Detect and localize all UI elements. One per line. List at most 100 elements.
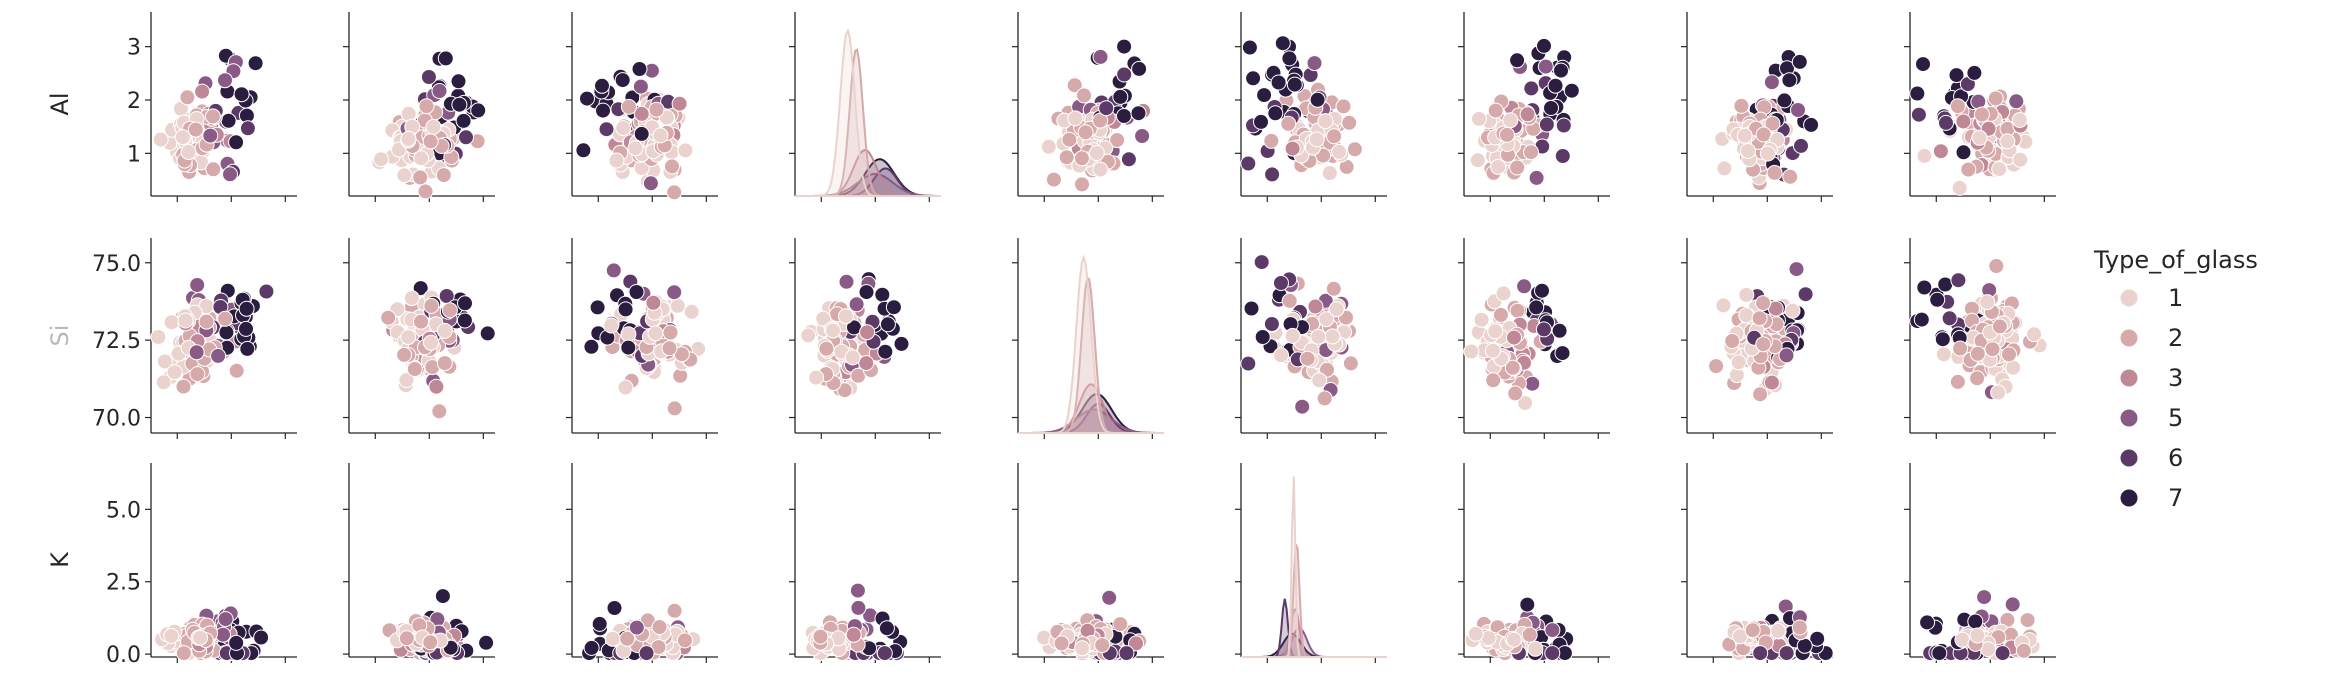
- data-point: [1286, 76, 1303, 93]
- data-point: [457, 295, 473, 312]
- data-point: [1733, 97, 1750, 114]
- data-point: [1326, 128, 1343, 145]
- data-point: [1988, 258, 2005, 274]
- row-label-Si: Si: [46, 325, 74, 347]
- data-point: [1524, 375, 1541, 392]
- data-point: [188, 344, 205, 361]
- data-point: [1938, 114, 1954, 131]
- data-point: [2015, 642, 2032, 659]
- data-point: [2004, 596, 2021, 613]
- data-point: [662, 324, 679, 341]
- data-point: [628, 284, 645, 300]
- data-point: [677, 142, 694, 159]
- data-point: [451, 96, 468, 113]
- data-point: [1979, 294, 1996, 311]
- data-point: [2026, 326, 2043, 343]
- data-point: [1763, 374, 1780, 391]
- data-point: [1317, 113, 1334, 130]
- data-point: [1954, 631, 1971, 648]
- data-point: [1116, 66, 1133, 83]
- legend-label-5: 5: [2168, 404, 2183, 432]
- density-curve-class-1: [1018, 254, 1164, 434]
- data-point: [2005, 359, 2022, 376]
- data-point: [1073, 150, 1090, 167]
- data-point: [1987, 90, 2004, 107]
- data-point: [202, 127, 219, 144]
- data-point: [187, 121, 204, 138]
- panel-K-3: [566, 463, 718, 663]
- legend-marker-2: [2119, 328, 2139, 348]
- y-tick-label: 3: [127, 36, 141, 61]
- data-point: [1976, 589, 1993, 606]
- data-point: [633, 105, 650, 122]
- data-point: [428, 378, 445, 395]
- data-point: [615, 120, 632, 137]
- data-point: [403, 290, 420, 307]
- data-point: [1554, 148, 1571, 164]
- panel-Si-3: [566, 238, 718, 439]
- data-point: [1764, 115, 1781, 132]
- data-point: [652, 127, 669, 144]
- data-point: [1547, 77, 1564, 94]
- data-point: [671, 95, 688, 112]
- data-point: [648, 101, 665, 118]
- data-point: [1045, 171, 1062, 188]
- data-point: [1321, 165, 1338, 181]
- data-point: [1088, 145, 1105, 161]
- panel-Si-7: [1458, 238, 1610, 439]
- panel-Si-4: [789, 238, 941, 439]
- data-point: [380, 309, 397, 326]
- y-tick-label: 70.0: [92, 407, 141, 432]
- data-point: [1929, 291, 1946, 308]
- data-point: [2008, 93, 2025, 110]
- data-point: [1118, 645, 1135, 662]
- data-point: [638, 645, 655, 662]
- data-point: [1782, 168, 1799, 185]
- data-point: [605, 262, 622, 279]
- data-point: [406, 361, 423, 377]
- data-point: [1966, 64, 1983, 81]
- data-point: [1941, 310, 1958, 327]
- data-point: [1934, 331, 1951, 348]
- data-point: [1755, 126, 1772, 143]
- data-point: [1755, 295, 1772, 312]
- data-point: [1969, 370, 1986, 387]
- panel-Al-7: [1458, 12, 1610, 202]
- data-point: [418, 98, 435, 115]
- data-point: [1796, 637, 1813, 654]
- data-point: [1306, 55, 1323, 72]
- y-tick-label: 0.0: [106, 643, 141, 668]
- data-point: [412, 280, 429, 297]
- data-point: [1949, 98, 1966, 115]
- data-point: [436, 322, 453, 339]
- data-point: [1791, 53, 1808, 70]
- data-point: [441, 302, 458, 319]
- legend-label-1: 1: [2168, 284, 2183, 312]
- data-point: [396, 346, 413, 363]
- data-point: [1534, 282, 1550, 299]
- data-point: [1490, 158, 1507, 175]
- data-point: [1318, 311, 1335, 328]
- data-point: [664, 158, 680, 175]
- data-point: [258, 283, 275, 300]
- data-point: [1485, 372, 1502, 389]
- data-point: [1536, 37, 1552, 54]
- data-point: [683, 303, 700, 320]
- panel-Si-6: [1235, 238, 1387, 439]
- data-point: [1471, 110, 1487, 127]
- data-point: [1950, 272, 1967, 289]
- data-point: [1264, 166, 1281, 183]
- data-point: [1076, 87, 1092, 104]
- data-point: [152, 131, 169, 148]
- legend-label-7: 7: [2168, 484, 2183, 512]
- data-point: [1499, 126, 1515, 143]
- data-point: [1502, 112, 1519, 129]
- data-point: [247, 55, 264, 72]
- data-point: [155, 374, 172, 391]
- data-point: [1243, 300, 1260, 317]
- data-point: [198, 313, 215, 330]
- data-point: [1273, 275, 1289, 291]
- data-point: [1519, 596, 1536, 613]
- data-point: [1240, 155, 1257, 172]
- data-point: [1969, 345, 1986, 362]
